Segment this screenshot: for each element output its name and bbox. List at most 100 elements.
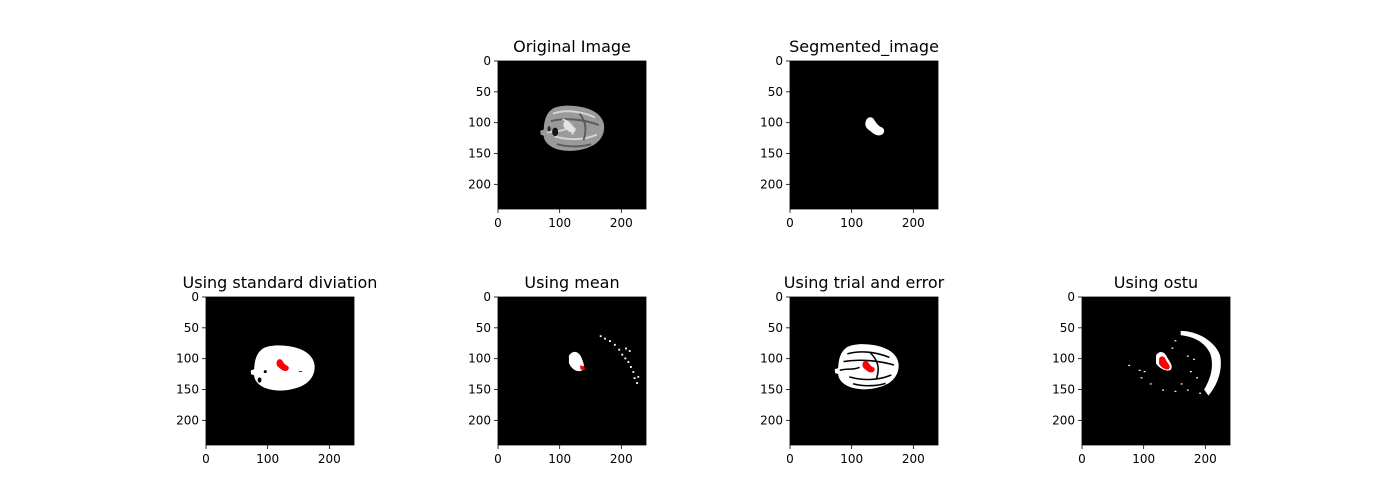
subplot-title: Using ostu [1114,273,1198,292]
x-tick-label: 0 [494,452,502,466]
y-tick-label: 100 [176,352,199,366]
y-tick-label: 100 [468,116,491,130]
tissue-fold [550,118,600,126]
subplot-mean: Using mean 0 50 100 150 200 0 100 200 [468,273,647,466]
subplot-title: Original Image [513,37,631,56]
mask-gap [847,351,890,359]
mask-gap [843,359,895,366]
y-tick-label: 50 [184,321,199,335]
ventricle [552,127,559,137]
tissue-fold [556,143,592,148]
noise-speck [1138,369,1141,371]
mask-gap [869,352,879,380]
x-tick-label: 200 [1194,452,1217,466]
axes-frame [789,60,939,210]
noise-speck [621,353,624,356]
image-area [1082,297,1230,445]
noise-speck [1180,383,1183,385]
image-background [498,297,646,445]
subplot-title: Using trial and error [784,273,945,292]
threshold-mask [250,345,315,391]
brain-mri [540,105,605,151]
mask-hole [298,371,302,372]
image-area [498,61,646,209]
x-tick-label: 0 [1078,452,1086,466]
y-tick-label: 50 [768,85,783,99]
axes-frame [497,296,647,446]
y-tick-label: 200 [760,177,783,191]
noise-speck [637,375,640,378]
noise-speck [627,361,630,363]
noise-speck [625,347,627,350]
noise-speck [609,340,611,343]
noise-speck [628,350,631,352]
y-tick-label: 150 [1052,383,1075,397]
y-tick-label: 0 [191,290,199,304]
y-tick-label: 50 [476,321,491,335]
y-tick-label: 150 [468,383,491,397]
y-tick-label: 0 [483,290,491,304]
ventricle [547,126,551,132]
noise-speck [1128,364,1131,367]
x-tick-label: 200 [902,452,925,466]
y-tick-label: 200 [1052,413,1075,427]
x-tick-label: 200 [610,452,633,466]
noise-speck [599,335,602,338]
y-tick-label: 200 [760,413,783,427]
image-area [790,297,938,445]
noise-speck [636,382,638,384]
noise-speck [1174,390,1177,392]
image-background [1082,297,1230,445]
image-area [498,297,646,445]
threshold-mask [834,344,899,390]
x-tick-label: 200 [318,452,341,466]
x-tick-label: 0 [786,216,794,230]
tissue-fold [554,133,598,141]
x-tick-label: 0 [786,452,794,466]
noise-speck [1140,377,1143,379]
brain-mask [1180,330,1221,396]
x-tick-label: 100 [840,452,863,466]
y-tick-label: 0 [1067,290,1075,304]
axes-frame [1081,296,1231,446]
tumor-overlay [1159,356,1170,370]
subplot-segmented: Segmented_image 0 50 100 150 200 0 100 200 [760,37,939,230]
axes-frame [789,296,939,446]
subplot-title: Using standard diviation [183,273,378,292]
noise-speck [633,377,636,380]
noise-speck [1196,377,1198,379]
noise-speck [1189,371,1192,373]
noise-speck [618,348,621,351]
noise-speck [1186,355,1189,357]
mask-gap [849,374,892,381]
noise-speck [624,357,627,360]
noise-speck [629,366,632,368]
noise-speck [1193,358,1195,360]
tissue-fold [552,110,596,119]
tumor-mask [865,117,885,136]
subplot-otsu: Using ostu 0 50 100 150 200 0 100 200 [1052,273,1231,466]
y-tick-label: 200 [468,413,491,427]
noise-speck [1186,389,1189,391]
y-tick-label: 100 [760,116,783,130]
y-tick-label: 0 [775,54,783,68]
noise-speck [1171,347,1174,349]
mask-gap [852,382,886,387]
tumor-overlay [276,359,289,372]
mask-gap [839,366,860,372]
x-tick-label: 100 [840,216,863,230]
x-tick-label: 200 [902,216,925,230]
y-tick-label: 0 [483,54,491,68]
segmented-mask [865,117,885,136]
subplot-title: Segmented_image [789,37,939,57]
x-tick-label: 100 [256,452,279,466]
x-tick-label: 0 [494,216,502,230]
noise-speck [604,337,606,340]
y-tick-label: 150 [468,147,491,161]
subplot-original: Original Image 0 50 100 150 200 0 100 200 [468,37,647,230]
image-area [206,297,354,445]
noise-speck [1143,371,1146,373]
